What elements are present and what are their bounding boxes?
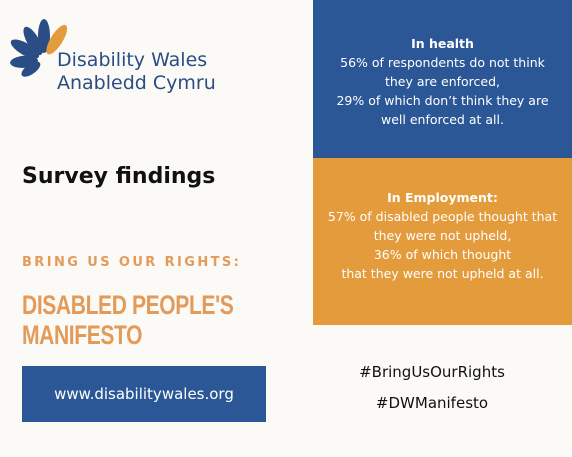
employment-box: In Employment: 57% of disabled people th… <box>313 158 572 325</box>
website-button[interactable]: www.disabilitywales.org <box>22 366 266 422</box>
heading: Survey findings <box>22 164 216 189</box>
box-line: 57% of disabled people thought that <box>327 209 558 224</box>
box-line: well enforced at all. <box>381 112 504 127</box>
box-line: they are enforced, <box>384 74 501 89</box>
manifesto-title: DISABLED PEOPLE'S <box>22 290 234 320</box>
box-line: they were not upheld, <box>373 228 512 243</box>
logo-mark <box>10 19 68 77</box>
box-title: In health <box>411 36 474 51</box>
manifesto-title: MANIFESTO <box>22 320 143 350</box>
hashtag: #DWManifesto <box>375 394 489 412</box>
box-line: that they were not upheld at all. <box>341 266 544 281</box>
health-box: In health 56% of respondents do not thin… <box>313 0 572 158</box>
hashtag: #BringUsOurRights <box>359 363 505 381</box>
box-title: In Employment: <box>387 190 498 205</box>
box-line: 56% of respondents do not think <box>340 55 545 70</box>
logo-line: Disability Wales <box>57 49 208 71</box>
box-line: 29% of which don’t think they are <box>336 93 549 108</box>
tagline: BRING US OUR RIGHTS: <box>22 255 242 270</box>
box-line: 36% of which thought <box>373 247 512 262</box>
logo-line: Anabledd Cymru <box>57 72 216 94</box>
